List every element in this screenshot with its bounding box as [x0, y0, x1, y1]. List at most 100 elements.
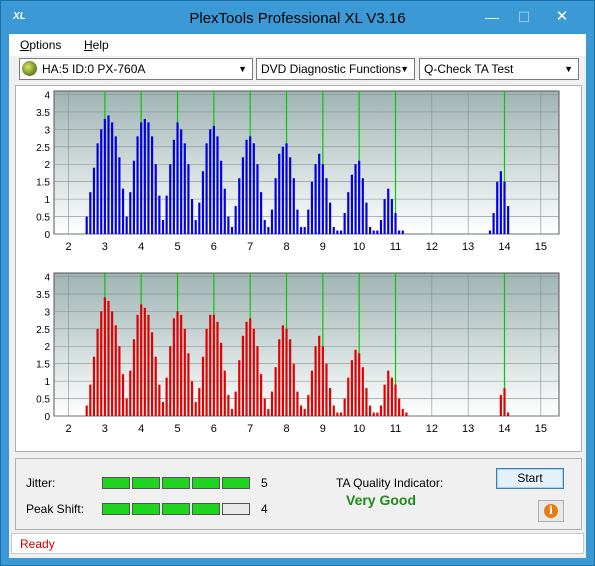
- top-chart-bar: [325, 178, 328, 234]
- top-chart-bar: [368, 227, 372, 234]
- bottom-chart-bar: [121, 374, 125, 416]
- bottom-chart-bar: [212, 314, 215, 416]
- bottom-chart-bar: [92, 356, 96, 416]
- bottom-chart-bar: [190, 381, 194, 416]
- bottom-chart-bar: [140, 304, 143, 416]
- top-chart-bar: [227, 216, 230, 234]
- bottom-chart-bar: [343, 398, 346, 416]
- bottom-chart-y-tick-label: 4: [44, 272, 50, 283]
- top-chart-bar: [194, 220, 197, 234]
- top-chart-x-tick-label: 3: [102, 241, 108, 253]
- top-chart-bar: [165, 195, 168, 234]
- menu-options[interactable]: Options: [20, 38, 62, 52]
- status-bar: Ready: [11, 533, 584, 554]
- top-chart-bar: [154, 164, 157, 234]
- bottom-chart-y-tick-label: 2.5: [36, 325, 50, 336]
- results-panel: Jitter: 5 Peak Shift: 4 TA Quality Indic…: [15, 458, 582, 530]
- bottom-chart-x-tick-label: 3: [102, 423, 108, 435]
- minimize-button[interactable]: —: [485, 9, 499, 25]
- top-chart-bar: [201, 171, 205, 234]
- bottom-chart-y-tick-label: 0.5: [36, 395, 50, 406]
- bottom-chart-bar: [161, 402, 165, 416]
- top-chart-y-tick-label: 0.5: [36, 213, 50, 224]
- top-chart-x-tick-label: 10: [353, 241, 365, 253]
- bottom-chart-x-tick-label: 6: [211, 423, 217, 435]
- top-chart-bar: [121, 188, 125, 234]
- top-chart-bar: [281, 146, 284, 234]
- bottom-chart-bar: [274, 367, 277, 416]
- top-chart-x-tick-label: 6: [211, 241, 217, 253]
- bottom-chart-bar: [176, 311, 179, 416]
- jitter-meter-segment: [162, 477, 190, 489]
- top-chart-bar: [496, 181, 499, 234]
- bottom-chart-bar: [201, 356, 205, 416]
- bottom-chart-bar: [187, 353, 190, 416]
- charts-area: 0 0.5 1 1.5 2 2.5 3 3.5 4 2 3 4 5 6 7 8 9 10 11 12 13 14 15 0 0.…: [15, 85, 582, 452]
- maximize-button[interactable]: ☐: [517, 9, 531, 25]
- chevron-down-icon: ▼: [238, 64, 247, 74]
- top-chart-bar: [379, 220, 383, 234]
- top-chart-x-tick-label: 7: [247, 241, 253, 253]
- top-chart-bar: [499, 171, 502, 234]
- bottom-chart-bar: [354, 349, 357, 416]
- bottom-chart-bar: [368, 405, 372, 416]
- bottom-chart-x-tick-label: 10: [353, 423, 365, 435]
- peak-shift-meter: [102, 503, 252, 515]
- bottom-chart-y-tick-label: 3: [44, 307, 50, 318]
- bottom-chart-bar: [499, 395, 502, 416]
- test-select[interactable]: Q-Check TA Test ▼: [419, 58, 579, 80]
- bottom-chart-bar: [325, 363, 328, 416]
- bottom-chart-bar: [318, 335, 321, 416]
- peak-shift-meter-segment: [102, 503, 130, 515]
- top-chart-bar: [169, 164, 172, 234]
- top-chart-bar: [252, 143, 255, 234]
- bottom-chart-x-tick-label: 2: [65, 423, 71, 435]
- bottom-chart-bar: [172, 318, 175, 416]
- bottom-chart-x-tick-label: 5: [174, 423, 180, 435]
- top-chart-bar: [212, 125, 215, 234]
- bottom-chart-bar: [165, 377, 168, 416]
- top-chart-y-tick-label: 3: [44, 125, 50, 136]
- info-button[interactable]: i: [538, 500, 564, 522]
- top-chart-bar: [365, 202, 368, 234]
- jitter-meter: [102, 477, 252, 489]
- top-chart-bar: [89, 192, 92, 234]
- bottom-chart-bar: [339, 412, 343, 416]
- top-chart-x-tick-label: 12: [426, 241, 438, 253]
- bottom-chart-y-tick-label: 1: [44, 377, 50, 388]
- top-chart-bar: [172, 139, 175, 234]
- top-chart-bar: [321, 164, 324, 234]
- top-chart-x-tick-label: 2: [65, 241, 71, 253]
- top-chart-x-tick-label: 11: [390, 241, 401, 253]
- title-bar[interactable]: XL PlexTools Professional XL V3.16 — ☐ ✕: [1, 1, 594, 35]
- bottom-chart-y-tick-label: 3.5: [36, 290, 50, 301]
- top-chart-bar: [292, 178, 295, 234]
- top-chart-bar: [118, 157, 121, 234]
- jitter-meter-segment: [102, 477, 130, 489]
- function-select[interactable]: DVD Diagnostic Functions ▼: [256, 58, 415, 80]
- menu-help[interactable]: Help: [84, 38, 109, 52]
- drive-select-value: HA:5 ID:0 PX-760A: [42, 62, 146, 76]
- bottom-chart-bar: [347, 377, 350, 416]
- bottom-chart-bar: [285, 328, 288, 416]
- top-chart-y-tick-label: 0: [44, 230, 50, 241]
- top-chart-bar: [390, 199, 393, 234]
- top-chart-bar: [180, 129, 183, 234]
- bottom-chart-bar: [111, 311, 114, 416]
- top-chart-bar: [347, 192, 350, 234]
- top-chart-bar: [245, 139, 248, 234]
- bottom-chart-bar: [329, 388, 332, 416]
- top-chart-bar: [314, 164, 317, 234]
- bottom-chart-bar: [118, 346, 121, 416]
- top-chart-y-tick-label: 2.5: [36, 143, 50, 154]
- bottom-chart-bar: [507, 412, 510, 416]
- status-text: Ready: [20, 537, 55, 551]
- drive-select[interactable]: HA:5 ID:0 PX-760A ▼: [19, 58, 253, 80]
- top-chart-bar: [230, 227, 234, 234]
- top-chart-bar: [285, 143, 288, 234]
- top-chart-bar: [223, 188, 226, 234]
- close-button[interactable]: ✕: [555, 8, 569, 25]
- bottom-chart-bar: [278, 339, 281, 416]
- top-chart-bar: [205, 143, 208, 234]
- start-button[interactable]: Start: [496, 468, 564, 489]
